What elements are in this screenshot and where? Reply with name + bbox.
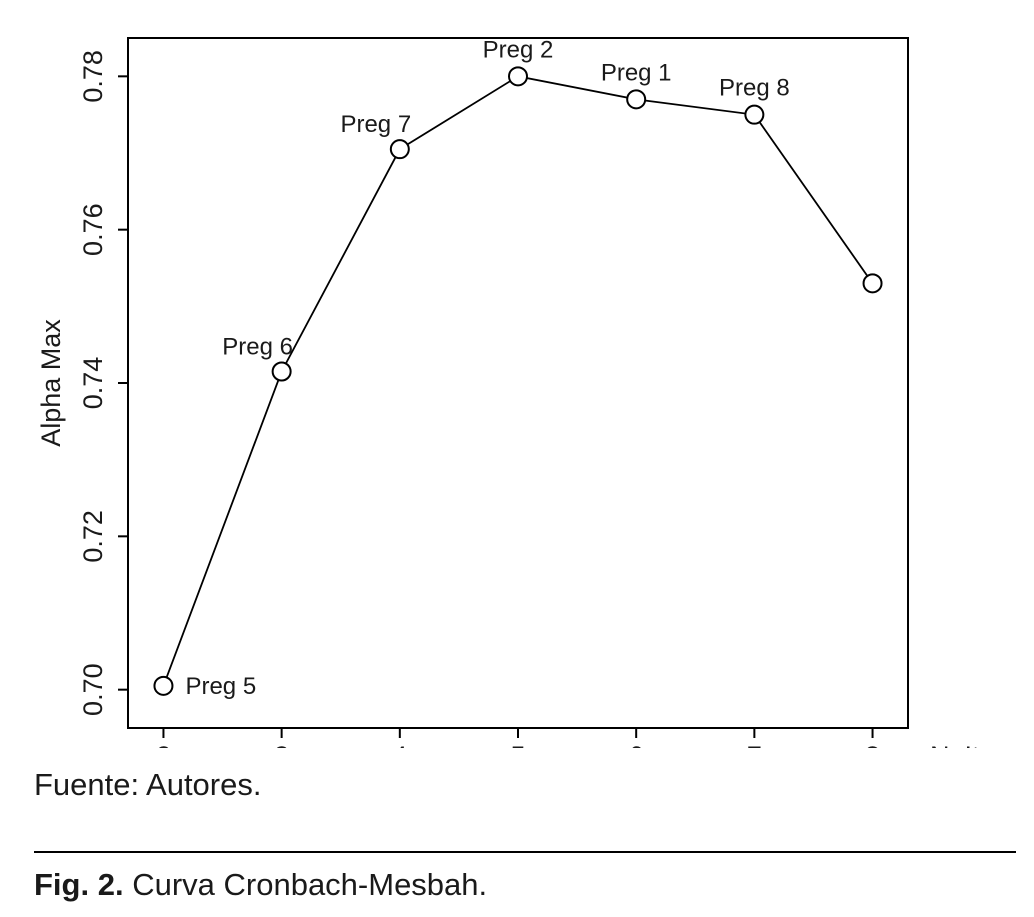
caption-divider xyxy=(34,851,1016,853)
figure-title: Curva Cronbach-Mesbah. xyxy=(132,867,488,902)
data-point xyxy=(271,361,292,382)
x-tick-label: 5 xyxy=(510,741,525,748)
curve-line xyxy=(162,75,874,687)
cronbach-curve-plot: 2 3 4 5 6 7 8 0.70 0.72 0.74 0.76 0.78 N. Item Alpha … xyxy=(36,36,1017,771)
point-label: Preg 1 xyxy=(601,59,672,86)
data-point xyxy=(626,89,647,110)
data-point xyxy=(508,66,528,87)
data-point xyxy=(153,675,174,696)
point-label: Preg 2 xyxy=(483,36,554,63)
y-tick-label: 0.76 xyxy=(78,203,108,256)
x-tick-label: 7 xyxy=(747,741,762,748)
x-tick-label: 8 xyxy=(865,741,880,748)
x-tick-label: 4 xyxy=(392,741,407,748)
data-point xyxy=(744,104,765,125)
y-tick-label: 0.72 xyxy=(78,510,108,563)
y-tick-label: 0.70 xyxy=(78,663,108,716)
point-label: Preg 5 xyxy=(185,673,256,700)
y-axis-title: Alpha Max xyxy=(36,319,66,447)
data-point xyxy=(862,273,883,294)
point-label: Preg 7 xyxy=(340,111,411,138)
x-tick-label: 3 xyxy=(274,741,289,748)
x-tick-label: 6 xyxy=(629,741,644,748)
x-tick-label: 2 xyxy=(156,741,171,748)
plot-frame xyxy=(127,37,909,729)
point-label: Preg 6 xyxy=(222,334,293,361)
figure-label: Fig. 2. xyxy=(34,867,124,902)
data-point xyxy=(389,139,410,160)
figure-caption: Fig. 2. Curva Cronbach-Mesbah. xyxy=(34,867,1034,903)
point-label: Preg 8 xyxy=(719,75,790,102)
x-axis-title: N. Item xyxy=(930,741,1017,748)
y-tick-label: 0.74 xyxy=(78,357,108,410)
y-tick-label: 0.78 xyxy=(78,50,108,103)
source-note: Fuente: Autores. xyxy=(34,767,262,802)
